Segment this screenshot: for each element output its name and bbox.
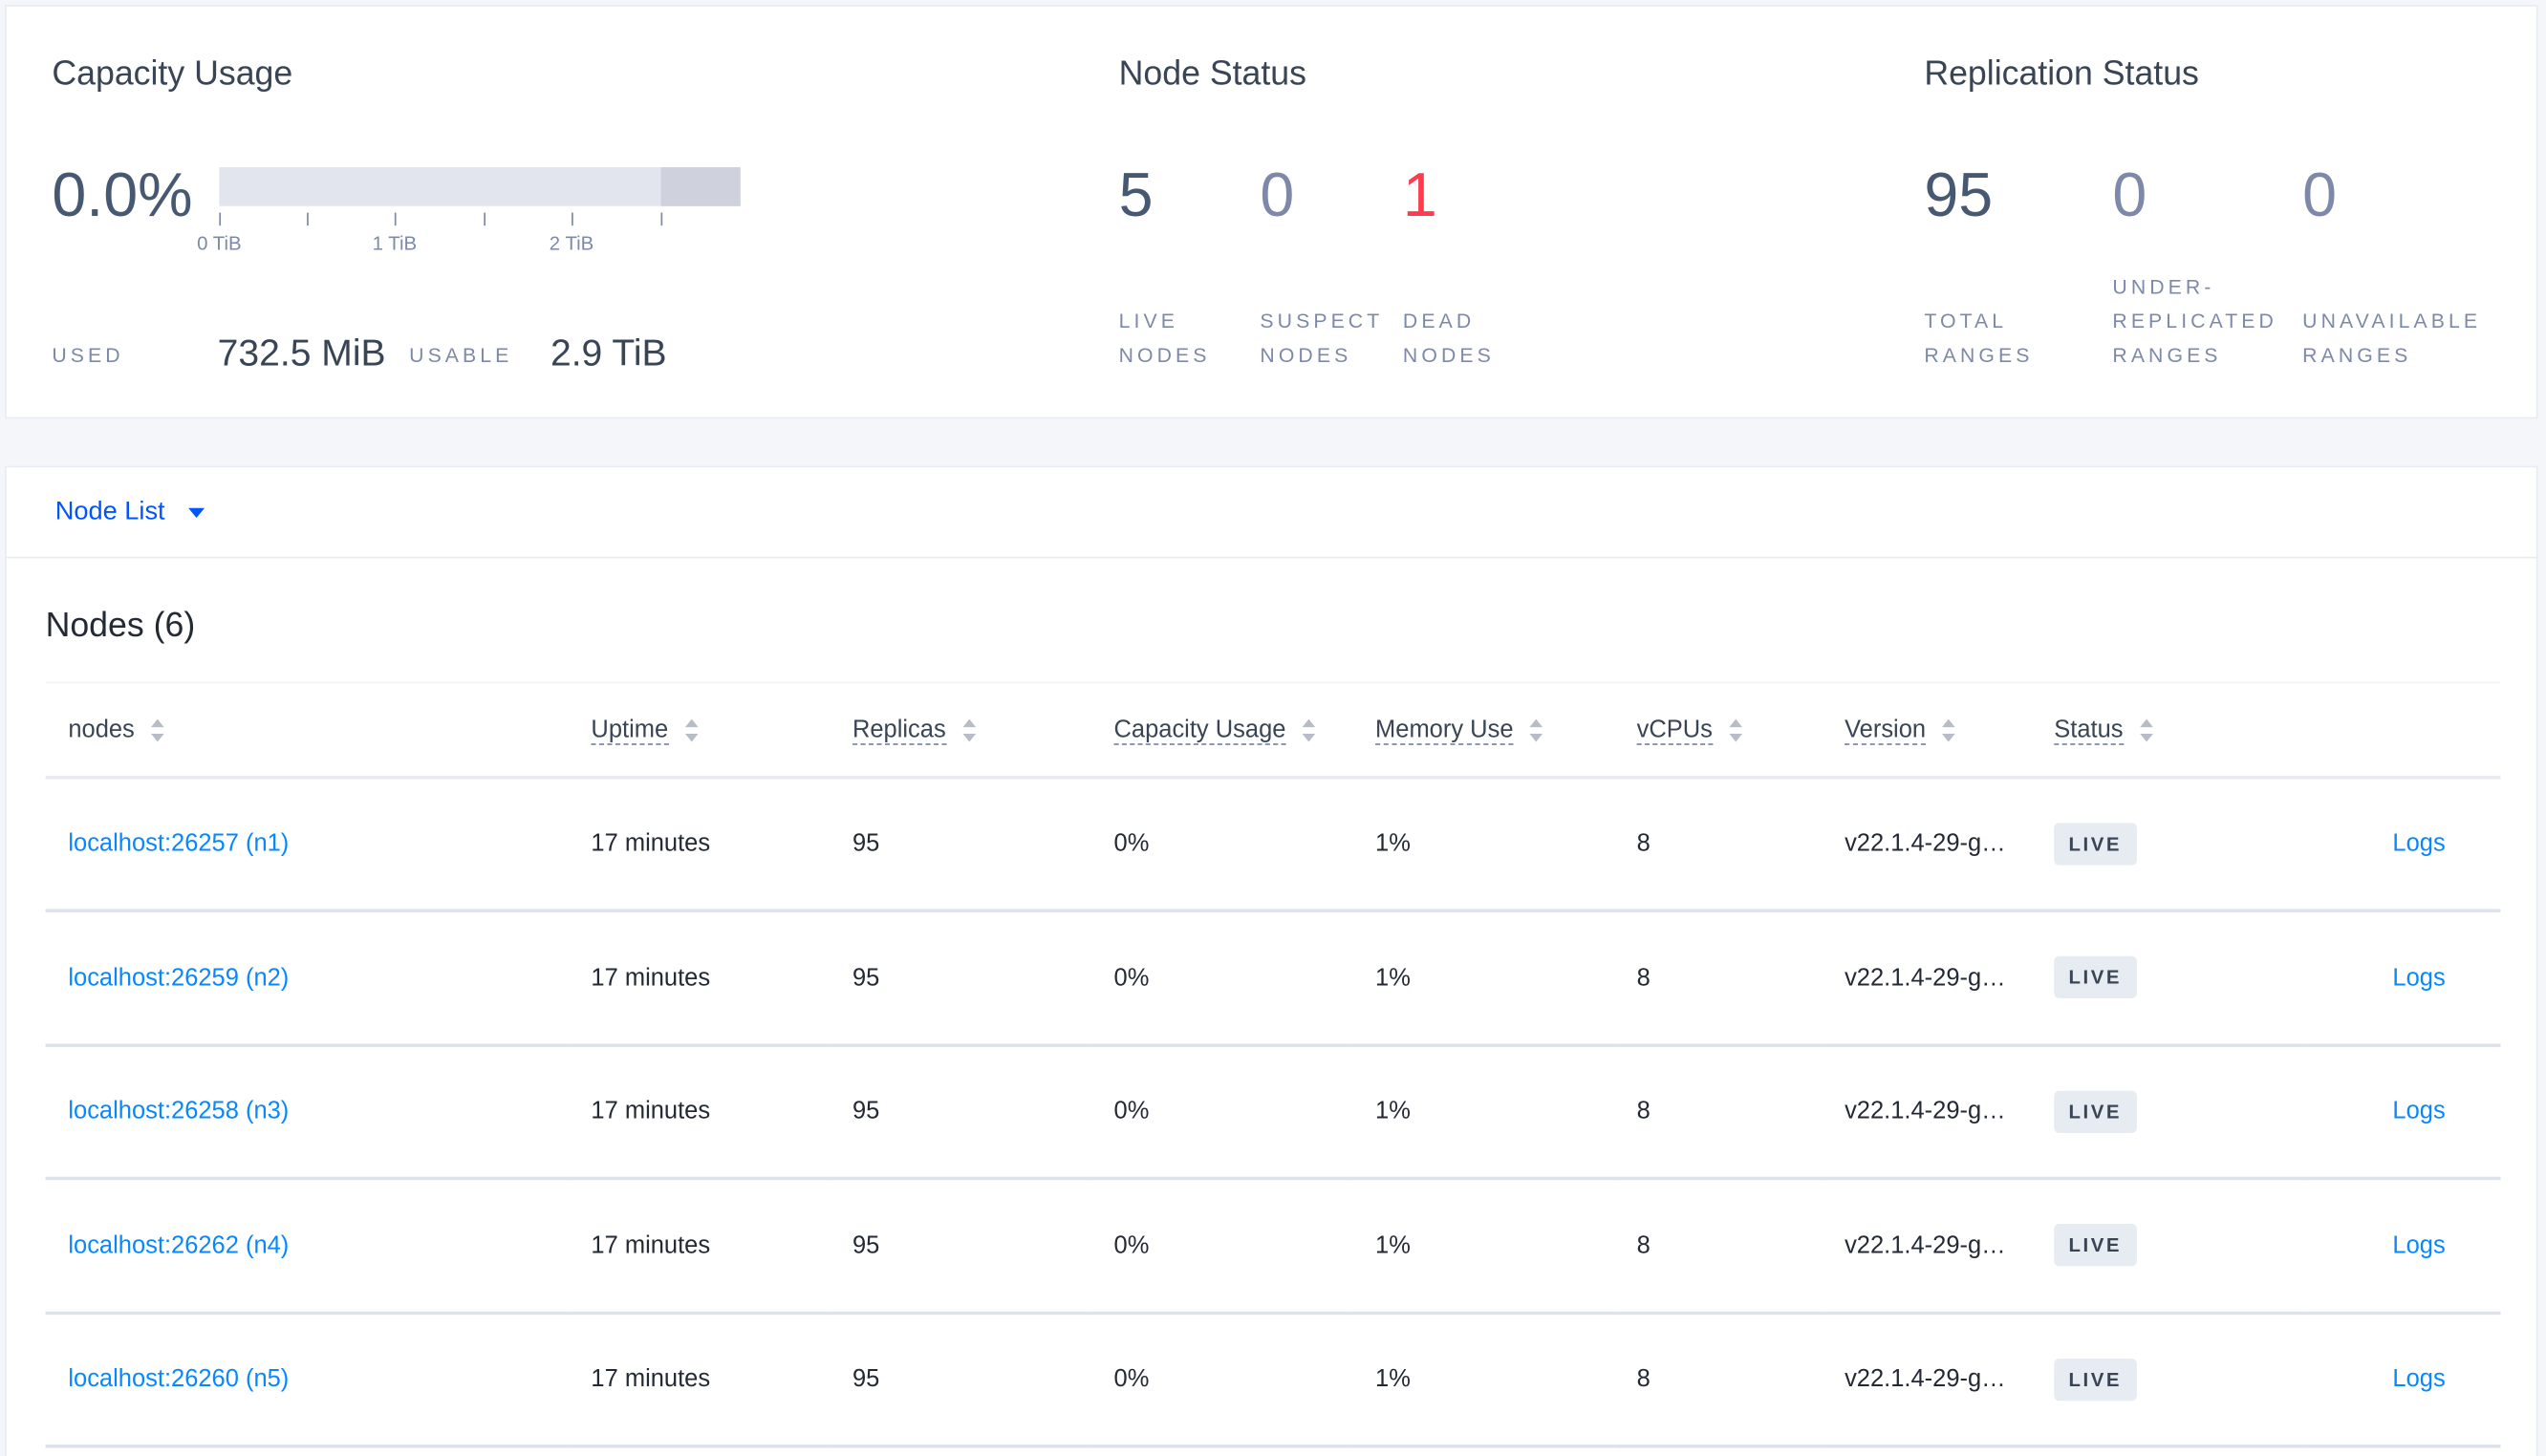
memory-use: 1% — [1375, 1231, 1411, 1259]
capacity-usage: 0% — [1113, 829, 1150, 858]
view-selector: Node List — [5, 465, 2538, 559]
logs-link[interactable]: Logs — [2392, 1365, 2446, 1394]
node-link[interactable]: localhost:26259 (n2) — [68, 963, 290, 992]
suspect-nodes-label: SUSPECT NODES — [1260, 310, 1384, 367]
replication-title: Replication Status — [1924, 54, 2199, 93]
dead-nodes-label: DEAD NODES — [1402, 310, 1495, 367]
sort-icon — [150, 718, 164, 742]
unavailable-count: 0 — [2302, 161, 2338, 231]
node-link[interactable]: localhost:26260 (n5) — [68, 1365, 290, 1394]
table-row: localhost:26258 (n3) 17 minutes 95 0% 1%… — [45, 1044, 2501, 1179]
replicas: 95 — [852, 1231, 880, 1259]
capacity-percent: 0.0% — [52, 161, 193, 231]
dead-nodes-count: 1 — [1402, 161, 1437, 231]
under-replicated-label: UNDER- REPLICATED RANGES — [2112, 275, 2277, 367]
replicas: 95 — [852, 1097, 880, 1125]
total-ranges-label: TOTAL RANGES — [1924, 310, 2034, 367]
uptime: 17 minutes — [591, 829, 711, 858]
replicas: 95 — [852, 829, 880, 858]
col-replicas[interactable]: Replicas — [830, 682, 1091, 777]
capacity-usage: 0% — [1113, 963, 1150, 992]
node-list-dropdown[interactable]: Node List — [55, 499, 205, 528]
vcpus: 8 — [1636, 1097, 1651, 1125]
uptime: 17 minutes — [591, 963, 711, 992]
table-row: localhost:26257 (n1) 17 minutes 95 0% 1%… — [45, 777, 2501, 911]
live-nodes-label: LIVE NODES — [1118, 310, 1211, 367]
used-value: 732.5 MiB — [217, 331, 386, 374]
version: v22.1.4-29-g… — [1845, 829, 2006, 858]
usable-label: USABLE — [409, 344, 513, 367]
table-row: localhost:26259 (n2) 17 minutes 95 0% 1%… — [45, 910, 2501, 1045]
col-vcpus[interactable]: vCPUs — [1614, 682, 1822, 777]
status-badge: LIVE — [2054, 1358, 2137, 1401]
version: v22.1.4-29-g… — [1845, 1231, 2006, 1259]
memory-use: 1% — [1375, 1365, 1411, 1394]
uptime: 17 minutes — [591, 1097, 711, 1125]
memory-use: 1% — [1375, 1097, 1411, 1125]
node-link[interactable]: localhost:26262 (n4) — [68, 1231, 290, 1259]
vcpus: 8 — [1636, 963, 1651, 992]
memory-use: 1% — [1375, 829, 1411, 858]
table-row: localhost:26262 (n4) 17 minutes 95 0% 1%… — [45, 1178, 2501, 1313]
vcpus: 8 — [1636, 1231, 1651, 1259]
status-badge: LIVE — [2054, 1090, 2137, 1133]
tick-label: 2 TiB — [549, 231, 594, 255]
sort-icon — [2139, 718, 2153, 742]
col-uptime[interactable]: Uptime — [569, 682, 831, 777]
cluster-summary: Capacity Usage 0.0% 0 TiB 1 TiB 2 TiB US… — [5, 5, 2538, 419]
sort-icon — [1529, 718, 1543, 742]
replicas: 95 — [852, 963, 880, 992]
live-nodes-count: 5 — [1118, 161, 1154, 231]
unavailable-label: UNAVAILABLE RANGES — [2302, 310, 2482, 367]
logs-link[interactable]: Logs — [2392, 829, 2446, 858]
usable-value: 2.9 TiB — [550, 331, 667, 374]
sort-icon — [684, 718, 698, 742]
vcpus: 8 — [1636, 829, 1651, 858]
sort-icon — [1302, 718, 1316, 742]
col-memory[interactable]: Memory Use — [1352, 682, 1614, 777]
used-label: USED — [52, 344, 124, 367]
replicas: 95 — [852, 1365, 880, 1394]
uptime: 17 minutes — [591, 1365, 711, 1394]
table-row: localhost:26260 (n5) 17 minutes 95 0% 1%… — [45, 1313, 2501, 1446]
sort-icon — [1942, 718, 1955, 742]
logs-link[interactable]: Logs — [2392, 1097, 2446, 1125]
col-status[interactable]: Status — [2031, 682, 2307, 777]
nodes-table: nodes Uptime Replicas Capacity Usage Mem… — [45, 682, 2501, 1448]
suspect-nodes-count: 0 — [1260, 161, 1295, 231]
col-version[interactable]: Version — [1822, 682, 2031, 777]
nodes-panel: Nodes (6) nodes Uptime Replicas Capacity… — [5, 558, 2538, 1456]
node-link[interactable]: localhost:26258 (n3) — [68, 1097, 290, 1125]
status-badge: LIVE — [2054, 1224, 2137, 1267]
status-badge: LIVE — [2054, 822, 2137, 866]
version: v22.1.4-29-g… — [1845, 1097, 2006, 1125]
capacity-usage: 0% — [1113, 1231, 1150, 1259]
uptime: 17 minutes — [591, 1231, 711, 1259]
logs-link[interactable]: Logs — [2392, 963, 2446, 992]
logs-link[interactable]: Logs — [2392, 1231, 2446, 1259]
capacity-usage: 0% — [1113, 1365, 1150, 1394]
col-nodes[interactable]: nodes — [46, 682, 569, 777]
node-status-title: Node Status — [1118, 54, 1306, 93]
status-badge: LIVE — [2054, 956, 2137, 999]
version: v22.1.4-29-g… — [1845, 1365, 2006, 1394]
node-link[interactable]: localhost:26257 (n1) — [68, 829, 290, 858]
vcpus: 8 — [1636, 1365, 1651, 1394]
tick-label: 1 TiB — [372, 231, 418, 255]
memory-use: 1% — [1375, 963, 1411, 992]
sort-icon — [961, 718, 976, 742]
under-replicated-count: 0 — [2112, 161, 2147, 231]
tick-label: 0 TiB — [197, 231, 242, 255]
version: v22.1.4-29-g… — [1845, 963, 2006, 992]
sort-icon — [1728, 718, 1742, 742]
capacity-usage: 0% — [1113, 1097, 1150, 1125]
col-capacity[interactable]: Capacity Usage — [1091, 682, 1353, 777]
capacity-title: Capacity Usage — [52, 54, 293, 93]
caret-down-icon — [187, 507, 205, 518]
nodes-title: Nodes (6) — [45, 607, 196, 645]
capacity-bar — [219, 166, 741, 206]
total-ranges-count: 95 — [1924, 161, 1994, 231]
